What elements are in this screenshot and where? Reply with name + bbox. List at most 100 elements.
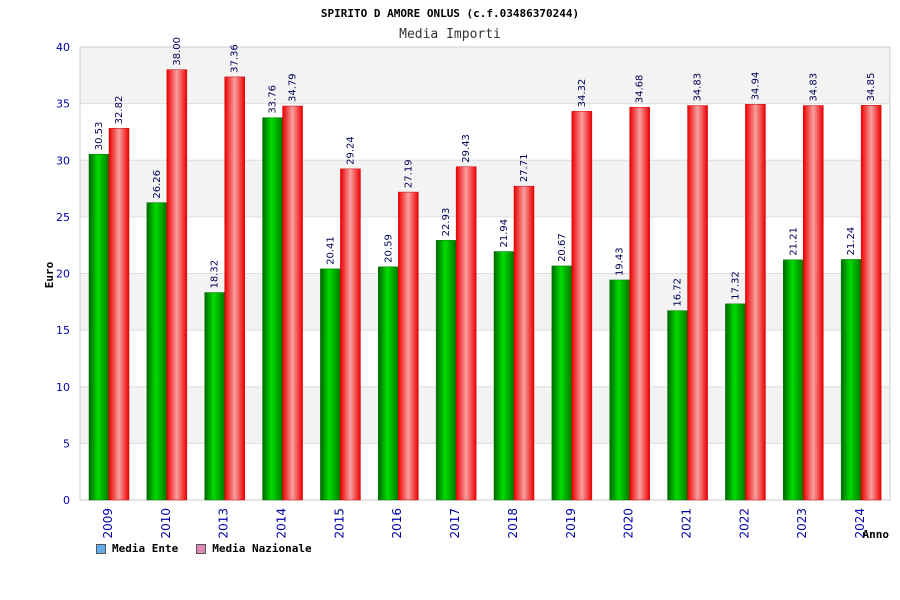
chart-title: SPIRITO D AMORE ONLUS (c.f.03486370244) <box>321 7 579 20</box>
x-tick-label: 2010 <box>159 508 173 539</box>
bar-ente <box>551 265 573 501</box>
plot-band <box>80 47 890 104</box>
data-label: 20.59 <box>383 234 394 263</box>
bar-nazionale <box>745 104 766 501</box>
y-tick-label: 30 <box>56 154 70 167</box>
bar-nazionale <box>803 105 824 501</box>
x-tick-label: 2024 <box>853 508 867 539</box>
bar-nazionale <box>398 191 419 501</box>
x-tick-label: 2015 <box>332 508 346 539</box>
y-tick-label: 20 <box>56 268 70 281</box>
legend-label-nazionale: Media Nazionale <box>212 542 312 555</box>
y-tick-label: 35 <box>56 98 70 111</box>
bar-nazionale <box>166 69 188 501</box>
legend-item-nazionale: Media Nazionale <box>196 542 312 555</box>
bar-ente <box>262 117 283 501</box>
data-label: 34.94 <box>750 72 761 101</box>
data-label: 34.79 <box>288 73 299 102</box>
data-label: 27.71 <box>519 154 530 183</box>
data-label: 18.32 <box>210 260 221 289</box>
data-label: 29.24 <box>345 136 356 165</box>
data-label: 21.24 <box>846 227 857 256</box>
y-tick-label: 10 <box>56 381 70 394</box>
x-tick-label: 2017 <box>448 508 462 539</box>
x-tick-label: 2016 <box>390 508 404 539</box>
bar-nazionale <box>687 105 708 501</box>
bar-nazionale <box>629 106 650 501</box>
x-tick-label: 2014 <box>275 508 289 539</box>
x-tick-label: 2023 <box>795 508 809 539</box>
legend-swatch-nazionale <box>196 543 207 554</box>
bar-ente <box>320 268 341 501</box>
bar-ente <box>840 259 862 501</box>
data-label: 17.32 <box>730 271 741 300</box>
data-label: 21.94 <box>499 219 510 248</box>
bar-ente <box>667 310 688 501</box>
data-label: 26.26 <box>152 170 163 199</box>
bar-ente <box>609 279 630 501</box>
data-label: 38.00 <box>172 37 183 66</box>
bar-nazionale <box>455 166 477 501</box>
data-label: 37.36 <box>230 44 241 73</box>
data-label: 33.76 <box>268 85 279 114</box>
plot-band <box>80 443 890 500</box>
x-tick-label: 2009 <box>101 508 115 539</box>
data-labels: 30.53 32.82 26.26 38.00 18.32 37.36 33.76 34.79… <box>94 37 877 307</box>
data-label: 19.43 <box>615 247 626 276</box>
bar-chart: SPIRITO D AMORE ONLUS (c.f.03486370244) … <box>43 7 891 540</box>
x-axis-ticks: 2009 2010 2013 2014 2015 2016 2017 2018 2019 2020… <box>101 508 867 539</box>
data-label: 22.93 <box>441 208 452 237</box>
y-tick-label: 40 <box>56 41 70 54</box>
data-label: 16.72 <box>673 278 684 307</box>
bar-nazionale <box>513 185 535 501</box>
data-label: 30.53 <box>94 122 105 151</box>
plot-band <box>80 386 890 444</box>
bars <box>88 69 882 501</box>
bar-nazionale <box>224 76 245 501</box>
bar-ente <box>783 259 804 501</box>
data-label: 20.41 <box>325 236 336 265</box>
data-label: 21.21 <box>788 227 799 256</box>
data-label: 34.83 <box>808 73 819 102</box>
bar-nazionale <box>860 105 882 501</box>
x-tick-label: 2022 <box>737 508 751 539</box>
bar-ente <box>88 153 110 501</box>
bar-ente <box>725 303 746 501</box>
x-tick-label: 2020 <box>622 508 636 539</box>
legend-swatch-ente <box>96 543 106 554</box>
y-tick-label: 0 <box>63 494 70 507</box>
x-tick-label: 2019 <box>564 508 578 539</box>
legend-item-ente: Media Ente <box>96 542 178 555</box>
x-tick-label: 2013 <box>217 508 231 539</box>
bar-ente <box>378 266 399 501</box>
data-label: 29.43 <box>461 134 472 163</box>
y-tick-label: 5 <box>63 437 70 450</box>
plot-band <box>80 273 890 331</box>
plot-band <box>80 103 890 161</box>
bar-nazionale <box>282 105 303 501</box>
bar-nazionale <box>108 128 130 501</box>
data-label: 34.83 <box>693 73 704 102</box>
y-tick-label: 15 <box>56 324 70 337</box>
data-label: 34.32 <box>577 79 588 108</box>
x-tick-label: 2021 <box>680 508 694 539</box>
bar-ente <box>204 292 225 501</box>
data-label: 34.68 <box>635 75 646 104</box>
y-axis-ticks: 0 5 10 15 20 25 30 35 40 <box>56 41 70 507</box>
data-label: 34.85 <box>866 73 877 102</box>
bar-ente <box>493 251 515 501</box>
y-tick-label: 25 <box>56 211 70 224</box>
chart-subtitle: Media Importi <box>399 27 501 42</box>
data-label: 27.19 <box>403 159 414 188</box>
plot-band <box>80 216 890 274</box>
bar-nazionale <box>340 168 361 501</box>
y-axis-label: Euro <box>43 261 56 288</box>
bar-ente <box>435 240 457 501</box>
bar-nazionale <box>571 111 593 501</box>
plot-band <box>80 330 890 387</box>
x-axis-label: Anno <box>863 528 890 540</box>
plot-border <box>79 46 891 501</box>
legend: Media Ente Media Nazionale <box>96 542 312 555</box>
legend-label-ente: Media Ente <box>112 542 179 555</box>
data-label: 32.82 <box>114 96 125 125</box>
